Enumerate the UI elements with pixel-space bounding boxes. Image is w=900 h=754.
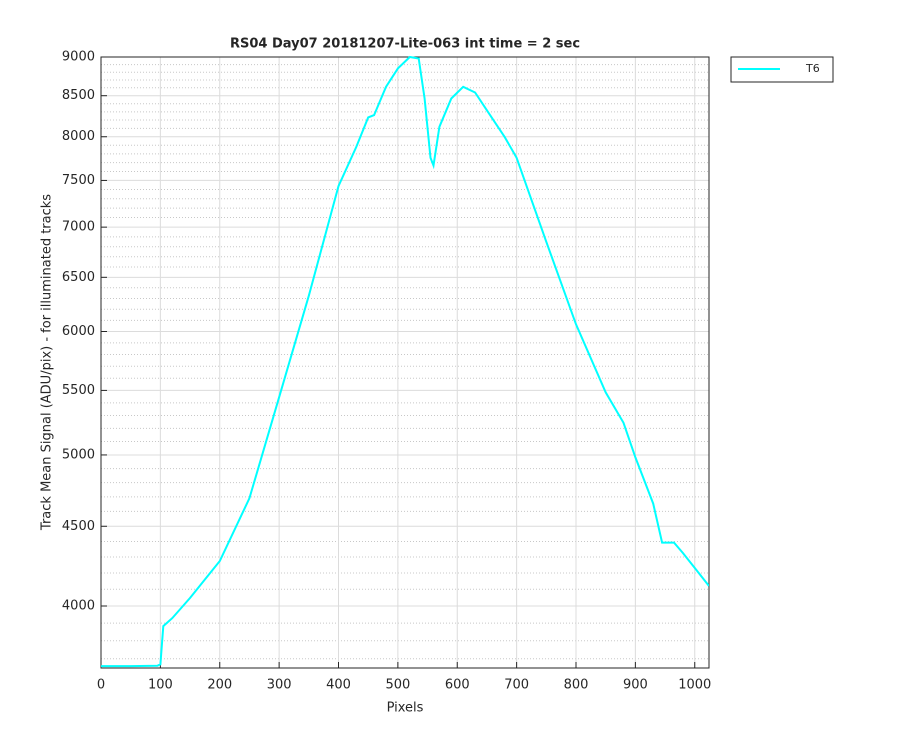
y-tick-label: 8000 — [62, 129, 95, 144]
x-tick-label: 300 — [267, 678, 292, 693]
chart-title: RS04 Day07 20181207-Lite-063 int time = … — [230, 37, 580, 52]
plot-area — [101, 57, 709, 668]
x-tick-label: 700 — [504, 678, 529, 693]
x-tick-label: 800 — [564, 678, 589, 693]
x-tick-label: 400 — [326, 678, 351, 693]
x-tick-label: 600 — [445, 678, 470, 693]
data-line — [101, 55, 709, 668]
y-tick-label: 7500 — [62, 173, 95, 188]
y-tick-label: 4500 — [62, 519, 95, 534]
y-tick-label: 8500 — [62, 88, 95, 103]
y-tick-label: 7000 — [62, 220, 95, 235]
y-tick-label: 4000 — [62, 599, 95, 614]
y-tick-label: 9000 — [62, 50, 95, 65]
axes-box — [100, 56, 710, 669]
y-tick-label: 5000 — [62, 447, 95, 462]
legend-label: T6 — [805, 62, 820, 75]
x-tick-label: 1000 — [678, 678, 711, 693]
y-tick-label: 6000 — [62, 324, 95, 339]
y-tick-label: 5500 — [62, 383, 95, 398]
y-axis-label: Track Mean Signal (ADU/pix) - for illumi… — [40, 194, 55, 531]
x-tick-label: 100 — [148, 678, 173, 693]
x-tick-label: 500 — [385, 678, 410, 693]
x-tick-label: 900 — [623, 678, 648, 693]
y-tick-label: 6500 — [62, 270, 95, 285]
x-axis-label: Pixels — [387, 701, 424, 716]
x-tick-label: 0 — [97, 678, 105, 693]
x-tick-label: 200 — [207, 678, 232, 693]
